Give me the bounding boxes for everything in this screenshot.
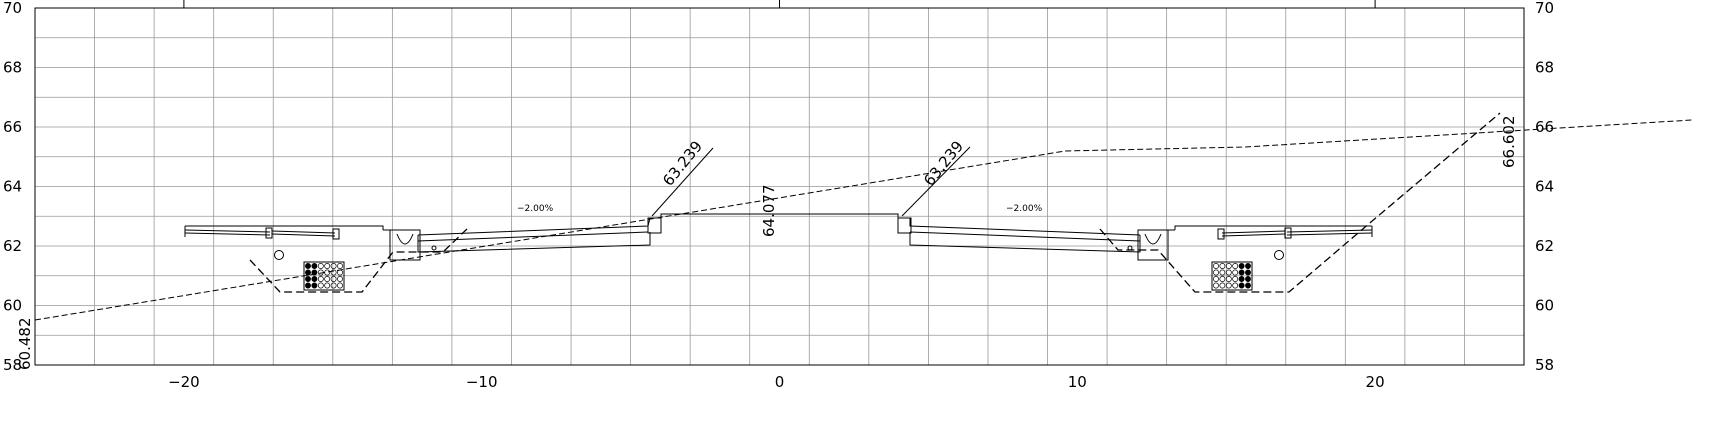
existing-ground-line	[34, 119, 1693, 321]
duct-bank-outline	[303, 261, 345, 291]
utility-trench-left	[249, 228, 468, 293]
cable-duct	[1232, 282, 1239, 289]
y-tick-label-right: 60	[1535, 297, 1554, 315]
cable-duct	[1225, 282, 1232, 289]
cable-duct	[1213, 263, 1219, 269]
cable-duct	[1232, 269, 1239, 276]
cable-duct	[324, 269, 331, 276]
cable-duct	[330, 282, 337, 289]
ground-level-right-label: 66.602	[1500, 116, 1518, 169]
cable-duct	[337, 263, 343, 269]
cable-duct	[311, 269, 318, 276]
x-tick-label: 20	[1366, 373, 1385, 391]
cable-duct	[1238, 263, 1245, 269]
cable-duct	[1232, 276, 1239, 282]
cable-duct	[1238, 276, 1245, 282]
cable-duct	[1245, 263, 1251, 269]
cable-duct	[311, 282, 318, 289]
x-tick-label: −10	[466, 373, 498, 391]
median-kerbs	[647, 217, 912, 234]
edge-leader-right	[901, 146, 971, 217]
pipe-marker-right	[1127, 245, 1133, 251]
cable-duct	[317, 282, 324, 289]
y-tick-label-right: 70	[1535, 0, 1554, 17]
cable-duct	[330, 276, 337, 282]
y-tick-label-right: 58	[1535, 356, 1554, 374]
cable-duct	[1238, 282, 1245, 289]
cable-duct-bank-right	[1211, 261, 1253, 291]
x-tick-label: 0	[775, 373, 785, 391]
cable-duct	[1219, 263, 1226, 269]
cable-duct	[317, 269, 324, 276]
cable-duct	[1245, 269, 1251, 276]
y-tick-label-left: 64	[3, 178, 22, 196]
crossfall-left-label: −2.00%	[517, 204, 554, 214]
y-tick-label-right: 64	[1535, 178, 1554, 196]
cable-duct	[1225, 269, 1232, 276]
edge-leader-left	[651, 147, 714, 217]
cable-duct	[337, 269, 343, 276]
cable-duct	[330, 269, 337, 276]
walkway-right	[1174, 225, 1373, 260]
y-tick-label-left: 66	[3, 118, 22, 136]
cable-duct	[1219, 269, 1226, 276]
cable-duct	[1213, 282, 1219, 289]
drain-left	[383, 229, 421, 261]
cable-duct	[324, 263, 331, 269]
y-tick-label-right: 62	[1535, 237, 1554, 255]
cable-duct	[311, 263, 318, 269]
ground-level-left-label: 60.482	[16, 318, 34, 371]
plot-frame	[34, 0, 1525, 366]
cable-duct	[324, 282, 331, 289]
y-tick-label-left: 62	[3, 237, 22, 255]
cable-duct	[337, 276, 343, 282]
pipe-marker-left	[431, 245, 437, 251]
grid	[34, 7, 1525, 366]
cable-duct	[305, 269, 311, 276]
edge-level-right-label: 63.239	[920, 137, 967, 189]
y-tick-label-left: 68	[3, 59, 22, 77]
drain-right	[1137, 229, 1175, 261]
cable-duct	[1245, 282, 1251, 289]
cable-duct	[305, 263, 311, 269]
cable-duct	[1219, 282, 1226, 289]
crossfall-right-label: −2.00%	[1006, 204, 1043, 214]
cable-duct	[1225, 263, 1232, 269]
x-tick-label: 10	[1068, 373, 1087, 391]
cable-duct	[337, 282, 343, 289]
y-tick-label-left: 60	[3, 297, 22, 315]
x-tick-label: −20	[168, 373, 200, 391]
cable-duct	[305, 282, 311, 289]
cable-duct	[1245, 276, 1251, 282]
cable-duct	[1213, 276, 1219, 282]
centre-level-label: 64.077	[760, 185, 778, 238]
cable-duct	[330, 263, 337, 269]
axis-tick-labels: −20 −10 0 10 20 58 58 60 60 62 62 64 64 66 66 68 68 70 70	[3, 0, 1554, 391]
cable-duct	[324, 276, 331, 282]
y-tick-label-right: 68	[1535, 59, 1554, 77]
y-tick-label-left: 70	[3, 0, 22, 17]
cable-duct	[305, 276, 311, 282]
central-median	[660, 213, 899, 218]
cable-duct	[1219, 276, 1226, 282]
cable-duct	[1232, 263, 1239, 269]
cable-duct	[317, 263, 324, 269]
carriageway-right	[898, 217, 1141, 253]
y-tick-label-right: 66	[1535, 118, 1554, 136]
cable-duct	[1225, 276, 1232, 282]
duct-bank-outline	[1211, 261, 1253, 291]
cable-duct	[1238, 269, 1245, 276]
utility-trench-right	[1099, 112, 1501, 293]
cable-duct	[311, 276, 318, 282]
cable-duct-bank-left	[303, 261, 345, 291]
cable-duct	[1213, 269, 1219, 276]
y-tick-label-left: 58	[3, 356, 22, 374]
cable-duct	[317, 276, 324, 282]
walkway-left	[184, 225, 384, 260]
